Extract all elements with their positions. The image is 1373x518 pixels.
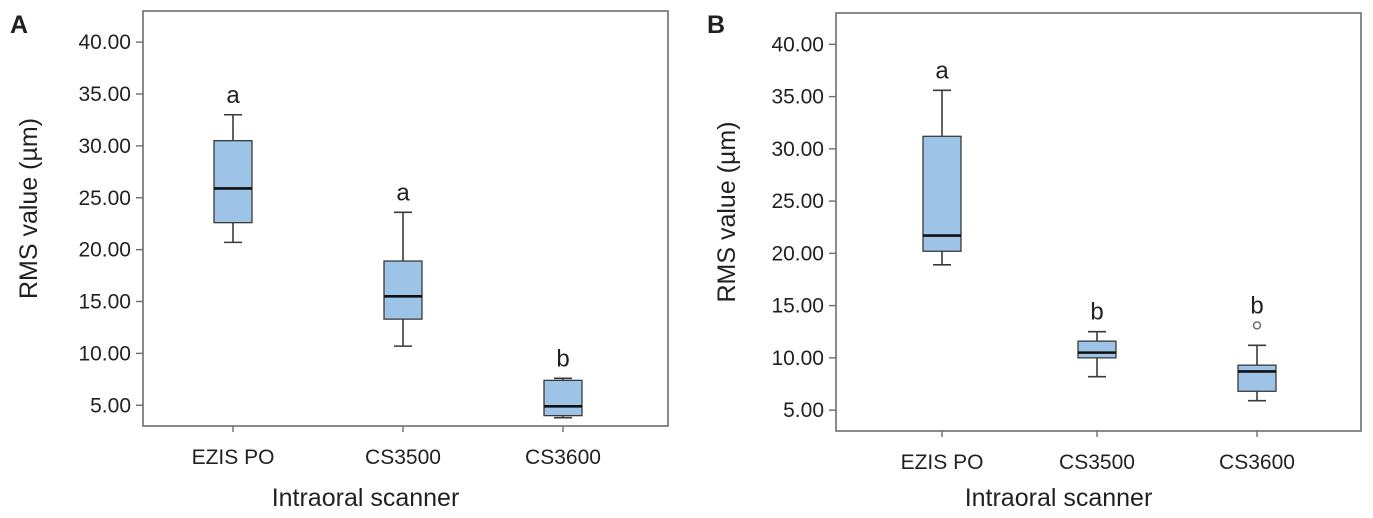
iqr-box (1237, 364, 1277, 392)
x-axis-title: Intraoral scanner (965, 484, 1153, 512)
y-tick-label: 10.00 (78, 342, 131, 365)
significance-letter: b (1090, 299, 1103, 326)
iqr-box (383, 260, 423, 320)
chart-panel-b: B 5.00 10.00 15.00 20.00 25.00 30.00 35.00 40.00… (707, 11, 1362, 512)
panel-label: A (10, 11, 28, 39)
panel-label: B (707, 11, 725, 39)
x-tick-label: CS3600 (525, 446, 601, 469)
y-tick-label: 5.00 (90, 394, 131, 417)
box-cs3600: b (1237, 292, 1277, 402)
box-cs3500: b (1077, 299, 1117, 378)
x-tick-label: CS3600 (1219, 451, 1295, 474)
x-tick-label: EZIS PO (192, 446, 275, 469)
y-tick-label: 40.00 (78, 31, 131, 54)
y-axis-title: RMS value (µm) (713, 121, 741, 302)
x-tick-label: EZIS PO (901, 451, 984, 474)
y-tick-label: 25.00 (771, 190, 824, 213)
chart-panel-a: A 5.00 10.00 15.00 20.00 25.00 30.00 35.00 40.00… (10, 10, 669, 512)
y-axis-title: RMS value (µm) (15, 118, 43, 299)
significance-letter: b (556, 345, 569, 372)
y-tick-label: 20.00 (771, 242, 824, 265)
y-tick-label: 40.00 (771, 33, 824, 56)
significance-letter: a (396, 179, 410, 206)
iqr-box (213, 140, 253, 224)
y-tick-label: 25.00 (78, 187, 131, 210)
y-tick-label: 35.00 (771, 86, 824, 109)
y-tick-label: 5.00 (783, 399, 824, 422)
box-cs3500: a (383, 179, 423, 347)
y-tick-label: 15.00 (78, 291, 131, 314)
x-tick-label: CS3500 (365, 446, 441, 469)
significance-letter: a (226, 82, 240, 109)
y-tick-label: 10.00 (771, 347, 824, 370)
significance-letter: b (1250, 292, 1263, 319)
y-tick-label: 20.00 (78, 239, 131, 262)
iqr-box (1077, 340, 1117, 359)
iqr-box (922, 135, 962, 252)
plot-frame (142, 10, 669, 427)
iqr-box (543, 379, 583, 417)
box-ezis-po: a (922, 57, 962, 266)
y-tick-label: 15.00 (771, 295, 824, 318)
x-axis-title: Intraoral scanner (272, 484, 460, 512)
y-tick-label: 30.00 (771, 138, 824, 161)
y-tick-label: 30.00 (78, 135, 131, 158)
significance-letter: a (935, 57, 949, 84)
y-tick-label: 35.00 (78, 83, 131, 106)
box-ezis-po: a (213, 82, 253, 244)
outlier-point (1252, 321, 1262, 330)
x-tick-label: CS3500 (1059, 451, 1135, 474)
plot-frame (835, 12, 1362, 432)
box-cs3600: b (543, 345, 583, 419)
